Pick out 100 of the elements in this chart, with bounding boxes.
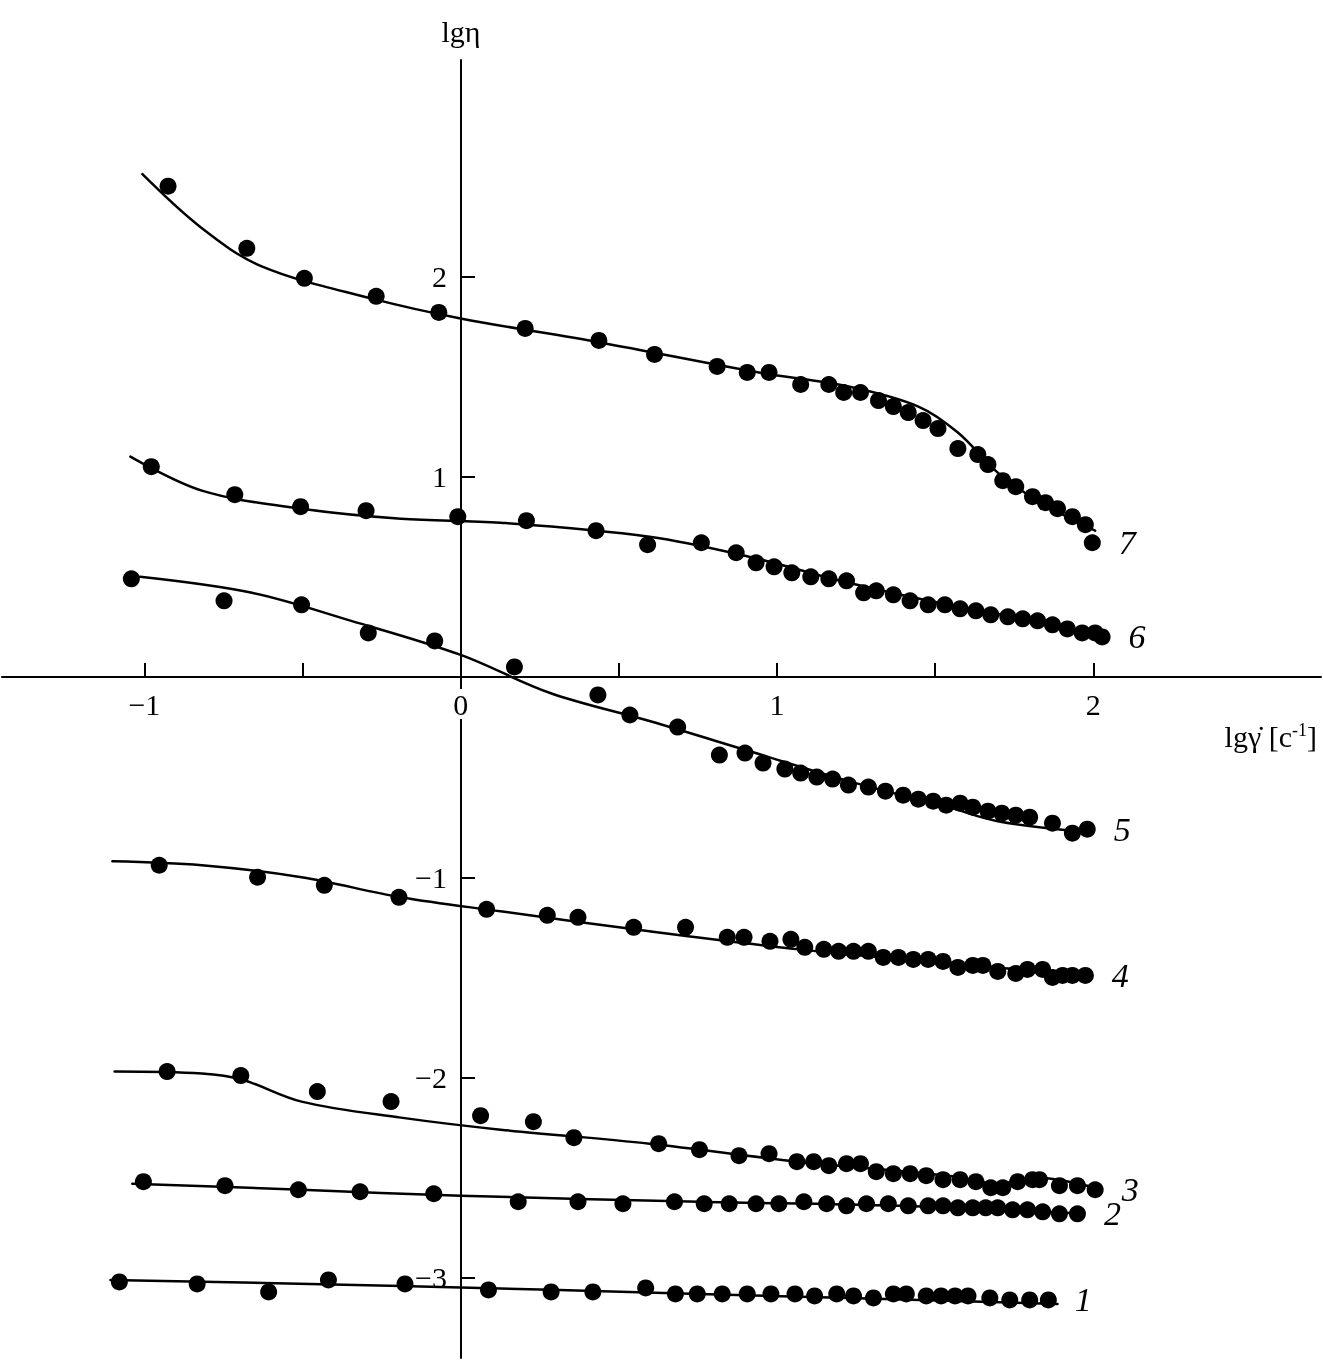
- point: [859, 778, 877, 796]
- point: [516, 319, 534, 337]
- point: [867, 582, 885, 600]
- point: [216, 1177, 234, 1195]
- point: [480, 1281, 497, 1299]
- point: [1021, 808, 1039, 826]
- point: [788, 1153, 806, 1171]
- point: [1043, 616, 1061, 634]
- point: [319, 1271, 337, 1289]
- point: [587, 522, 605, 540]
- point: [859, 942, 877, 960]
- point: [989, 1199, 1007, 1217]
- point: [289, 1181, 307, 1199]
- point: [932, 1287, 950, 1305]
- point: [949, 1199, 967, 1217]
- point: [917, 1287, 935, 1305]
- series-label: 4: [1111, 956, 1129, 994]
- point: [232, 1067, 250, 1085]
- point: [937, 796, 955, 814]
- point: [805, 1153, 823, 1171]
- point: [876, 782, 894, 800]
- point: [1039, 1291, 1057, 1309]
- point: [884, 398, 902, 416]
- point: [359, 624, 377, 642]
- point: [884, 1165, 902, 1183]
- point: [382, 1093, 400, 1111]
- point: [569, 1193, 587, 1211]
- point: [524, 1113, 542, 1131]
- point: [351, 1183, 369, 1201]
- point: [735, 928, 753, 946]
- point: [708, 357, 726, 375]
- point: [1018, 1201, 1036, 1219]
- point: [238, 239, 256, 257]
- point: [426, 632, 444, 650]
- x-tick-label: 2: [1085, 687, 1101, 721]
- point: [569, 908, 587, 926]
- point: [390, 888, 408, 906]
- point: [874, 948, 892, 966]
- point: [158, 1063, 176, 1081]
- point: [964, 798, 982, 816]
- point: [367, 287, 385, 305]
- point: [969, 446, 987, 464]
- point: [188, 1275, 206, 1293]
- point: [1034, 1203, 1052, 1221]
- point: [919, 596, 937, 614]
- point: [425, 1185, 443, 1203]
- point: [1093, 628, 1111, 646]
- point: [894, 786, 912, 804]
- point: [1063, 824, 1081, 842]
- point: [934, 952, 952, 970]
- point: [820, 570, 838, 588]
- point: [710, 746, 728, 764]
- point: [249, 868, 267, 886]
- series-label: 1: [1074, 1281, 1092, 1319]
- point: [736, 744, 754, 762]
- point: [762, 1285, 780, 1303]
- point: [1086, 1181, 1104, 1199]
- point: [786, 1285, 804, 1303]
- point: [967, 602, 985, 620]
- point: [639, 536, 657, 554]
- point: [783, 564, 801, 582]
- point: [621, 706, 639, 724]
- point: [897, 1285, 915, 1303]
- point: [509, 1193, 527, 1211]
- point: [796, 938, 814, 956]
- point: [614, 1195, 632, 1213]
- point: [914, 412, 932, 430]
- point: [542, 1283, 560, 1301]
- point: [565, 1129, 583, 1147]
- point: [820, 376, 838, 393]
- point: [979, 802, 997, 820]
- point: [951, 600, 969, 618]
- point: [669, 718, 687, 736]
- point: [430, 303, 448, 321]
- point: [449, 508, 467, 526]
- point: [677, 918, 695, 936]
- point: [981, 1289, 999, 1307]
- point: [1058, 620, 1076, 638]
- point: [1043, 814, 1061, 832]
- point: [967, 1173, 985, 1191]
- point: [884, 586, 902, 604]
- point: [637, 1279, 655, 1297]
- point: [820, 1157, 838, 1175]
- point: [260, 1283, 278, 1301]
- point: [919, 950, 937, 968]
- point: [308, 1083, 326, 1101]
- point: [830, 942, 848, 960]
- point: [666, 1285, 684, 1303]
- y-tick-label: 2: [432, 259, 447, 293]
- point: [730, 1147, 748, 1165]
- point: [936, 596, 954, 614]
- point: [1068, 1205, 1086, 1223]
- series-label: 7: [1118, 524, 1138, 562]
- point: [315, 876, 333, 894]
- point: [899, 1197, 917, 1215]
- point: [835, 384, 853, 402]
- point: [1029, 612, 1047, 630]
- point: [215, 592, 233, 610]
- point: [792, 376, 810, 393]
- point: [999, 608, 1017, 626]
